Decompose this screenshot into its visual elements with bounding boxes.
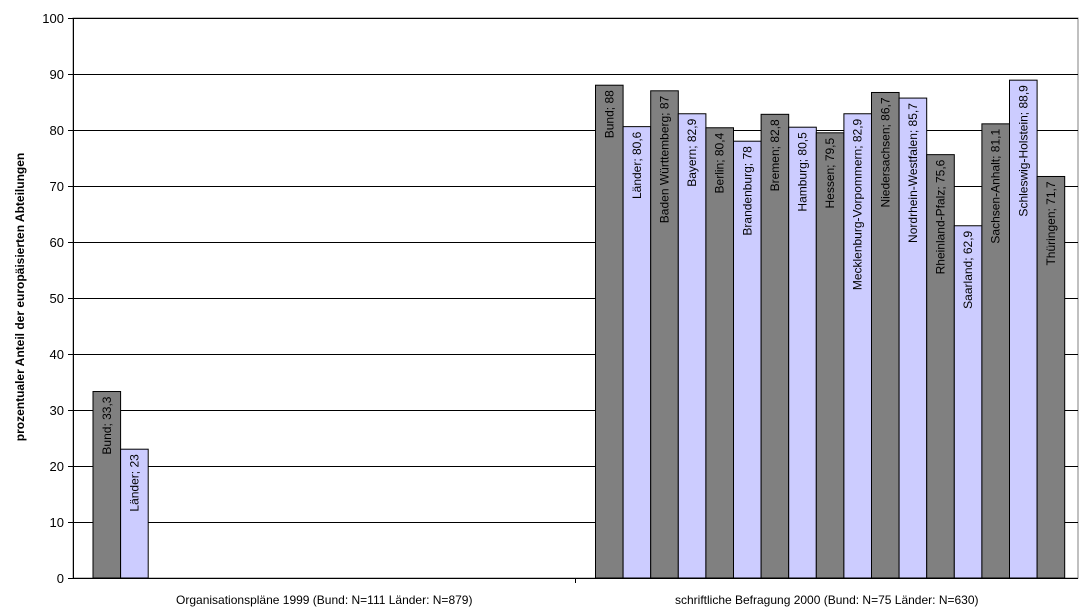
y-tick-label: 30 xyxy=(50,403,64,418)
bar xyxy=(953,225,983,579)
y-tick-label: 90 xyxy=(50,67,64,82)
bar-data-label: Baden Württemberg; 87 xyxy=(658,95,672,223)
bar xyxy=(595,84,624,579)
y-tick-label: 10 xyxy=(50,515,64,530)
bar xyxy=(815,132,845,579)
bar-data-label: Berlin; 80,4 xyxy=(713,132,727,193)
bar-data-label: Länder; 80,6 xyxy=(630,131,644,199)
y-tick-label: 50 xyxy=(50,291,64,306)
bar-data-label: Rheinland-Pfalz; 75,6 xyxy=(934,159,948,274)
y-tick-label: 100 xyxy=(42,11,64,26)
x-category-label: Organisationspläne 1999 (Bund: N=111 Län… xyxy=(176,593,472,607)
y-tick-label: 70 xyxy=(50,179,64,194)
bar-data-label: Mecklenburg-Vorpommern; 82,9 xyxy=(851,118,865,290)
bar xyxy=(788,126,817,579)
bar xyxy=(92,391,122,579)
bar-data-label: Schleswig-Holstein; 88,9 xyxy=(1016,85,1030,217)
bar-data-label: Hessen; 79,5 xyxy=(823,137,837,208)
bar xyxy=(1009,79,1038,579)
bar xyxy=(981,123,1011,579)
y-tick-label: 0 xyxy=(57,571,64,586)
bar xyxy=(733,140,762,579)
y-tick-label: 20 xyxy=(50,459,64,474)
bar xyxy=(926,154,955,579)
bar xyxy=(622,126,652,579)
bar-data-label: Bayern; 82,9 xyxy=(685,118,699,186)
bar-data-label: Sachsen-Anhalt; 81,1 xyxy=(989,129,1003,244)
bar-data-label: Nordrhein-Westfalen; 85,7 xyxy=(906,103,920,243)
bar-data-label: Brandenburg; 78 xyxy=(740,146,754,236)
x-category-label: schriftliche Befragung 2000 (Bund: N=75 … xyxy=(675,593,979,607)
bar-data-label: Länder; 23 xyxy=(127,454,141,512)
bar xyxy=(1036,175,1066,579)
bar-data-label: Bremen; 82,8 xyxy=(768,119,782,191)
y-tick-label: 80 xyxy=(50,123,64,138)
bar xyxy=(120,448,149,579)
bar xyxy=(871,91,900,579)
y-axis-title: prozentualer Anteil der europäisierten A… xyxy=(13,153,27,442)
y-tick-label: 60 xyxy=(50,235,64,250)
bar xyxy=(760,113,790,579)
bar-data-label: Bund; 33,3 xyxy=(100,396,114,454)
bar xyxy=(705,127,735,579)
bar xyxy=(898,97,928,579)
bar-data-label: Saarland; 62,9 xyxy=(961,230,975,308)
bar xyxy=(843,113,873,579)
bar xyxy=(677,113,707,579)
bar-data-label: Bund; 88 xyxy=(602,90,616,138)
y-tick-label: 40 xyxy=(50,347,64,362)
bar-data-label: Niedersachsen; 86,7 xyxy=(878,97,892,207)
bar-data-label: Hamburg; 80,5 xyxy=(796,132,810,212)
bar-data-label: Thüringen; 71,7 xyxy=(1044,181,1058,265)
